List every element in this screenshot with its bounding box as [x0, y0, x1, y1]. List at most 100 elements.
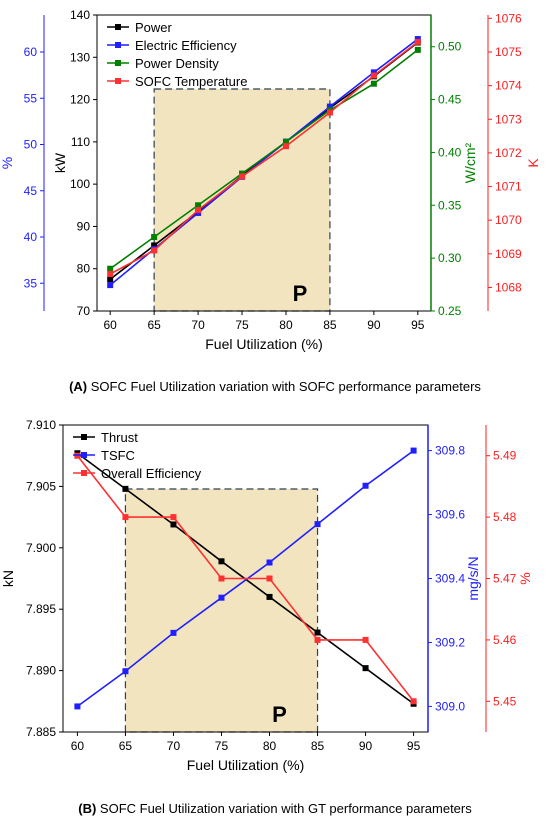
y-tick-label: 35 — [24, 276, 38, 290]
legend-marker — [115, 78, 121, 84]
y-tick-label: 7.895 — [26, 602, 56, 616]
data-point — [195, 207, 202, 214]
highlight-label: P — [272, 702, 287, 727]
data-point — [107, 282, 114, 289]
y-tick-label: 1071 — [495, 180, 522, 194]
legend-marker — [115, 42, 121, 48]
data-point — [326, 103, 333, 110]
data-point — [170, 629, 177, 636]
x-tick-label: 95 — [407, 739, 421, 753]
legend-marker — [81, 470, 87, 476]
y-tick-label: 90 — [77, 219, 91, 233]
y-tick-label: 0.40 — [438, 145, 462, 159]
x-tick-label: 60 — [104, 318, 118, 332]
legend-marker — [115, 24, 121, 30]
data-point — [266, 593, 273, 600]
data-point — [239, 173, 246, 180]
data-point — [370, 80, 377, 87]
chart-b: P 60 65 70 75 80 85 90 95 Fuel Utilization (%) 7.8… — [0, 418, 533, 773]
legend-label: SOFC Temperature — [135, 74, 247, 89]
y-axis-label: % — [517, 572, 533, 584]
y-tick-label: 0.50 — [438, 40, 462, 54]
y-tick-label: 309.4 — [435, 572, 465, 586]
legend-label: TSFC — [101, 448, 135, 463]
y-tick-label: 7.905 — [26, 479, 56, 493]
y-tick-label: 7.885 — [26, 725, 56, 739]
y-axis-label: W/cm² — [462, 142, 478, 183]
data-point — [414, 46, 421, 53]
y-axis-label: K — [525, 158, 541, 168]
y-tick-label: 0.25 — [438, 304, 462, 318]
y-tick-label: 1068 — [495, 280, 522, 294]
data-point — [151, 234, 158, 240]
data-point — [326, 109, 333, 116]
x-axis-label: Fuel Utilization (%) — [205, 336, 322, 352]
y-tick-label: 1073 — [495, 112, 522, 126]
x-tick-label: 90 — [367, 318, 381, 332]
caption-a-text: SOFC Fuel Utilization variation with SOF… — [90, 379, 481, 394]
data-point — [122, 514, 129, 521]
x-tick-label: 85 — [323, 318, 337, 332]
data-point — [362, 636, 369, 643]
y-tick-label: 50 — [24, 138, 38, 152]
y-axis-label: kN — [0, 570, 16, 587]
y-tick-label: 140 — [70, 8, 90, 22]
y-tick-label: 80 — [77, 262, 91, 276]
data-point — [218, 594, 225, 601]
highlight-region — [124, 488, 319, 733]
highlight-region — [153, 88, 331, 312]
caption-a: (A) SOFC Fuel Utilization variation with… — [0, 379, 550, 394]
legend-label: Power — [135, 20, 173, 35]
data-point — [170, 521, 177, 528]
data-point — [314, 629, 321, 636]
y-tick-label: 60 — [24, 45, 38, 59]
axis-tsfc: 309.0 309.2 309.4 309.6 309.8 mg/s/N — [427, 425, 481, 732]
x-tick-label: 90 — [359, 739, 373, 753]
y-tick-label: 5.46 — [493, 633, 517, 647]
x-tick-label: 70 — [167, 739, 181, 753]
y-tick-label: 1072 — [495, 146, 522, 160]
highlight-label: P — [293, 281, 308, 306]
y-tick-label: 55 — [24, 91, 38, 105]
axis-kw: 70 80 90 100 110 120 130 140 kW — [52, 8, 97, 318]
legend-marker — [81, 434, 87, 440]
y-tick-label: 70 — [77, 304, 91, 318]
caption-b: (B) SOFC Fuel Utilization variation with… — [0, 801, 550, 816]
data-point — [282, 143, 289, 150]
data-point — [314, 521, 321, 528]
axis-pct: 35 40 45 50 55 60% — [0, 15, 45, 311]
y-tick-label: 0.30 — [438, 251, 462, 265]
y-tick-label: 7.890 — [26, 664, 56, 678]
y-tick-label: 110 — [71, 135, 90, 149]
y-tick-label: 7.910 — [26, 418, 56, 432]
data-point — [362, 665, 369, 672]
data-point — [74, 703, 81, 710]
y-axis-label: mg/s/N — [465, 556, 481, 600]
y-tick-label: 309.0 — [435, 699, 465, 713]
y-tick-label: 0.35 — [438, 198, 462, 212]
x-tick-label: 65 — [147, 318, 161, 332]
y-tick-label: 1074 — [495, 79, 522, 93]
y-tick-label: 1070 — [495, 213, 522, 227]
x-tick-label: 60 — [71, 739, 85, 753]
y-tick-label: 45 — [24, 184, 38, 198]
data-point — [122, 668, 129, 675]
series-sofc-temperature — [107, 38, 421, 277]
data-point — [266, 559, 273, 566]
legend-marker — [115, 60, 121, 66]
series-line — [109, 41, 419, 275]
data-point — [107, 271, 114, 277]
data-point — [151, 242, 158, 249]
y-tick-label: 309.8 — [435, 444, 465, 458]
caption-a-label: (A) — [69, 379, 88, 394]
data-point — [314, 636, 321, 643]
x-tick-label: 85 — [311, 739, 325, 753]
y-tick-label: 5.47 — [493, 572, 517, 586]
data-point — [218, 575, 225, 582]
data-point — [282, 138, 289, 145]
y-tick-label: 100 — [70, 177, 90, 191]
y-axis-label: % — [0, 157, 15, 169]
data-point — [218, 558, 225, 565]
y-tick-label: 5.45 — [493, 694, 517, 708]
